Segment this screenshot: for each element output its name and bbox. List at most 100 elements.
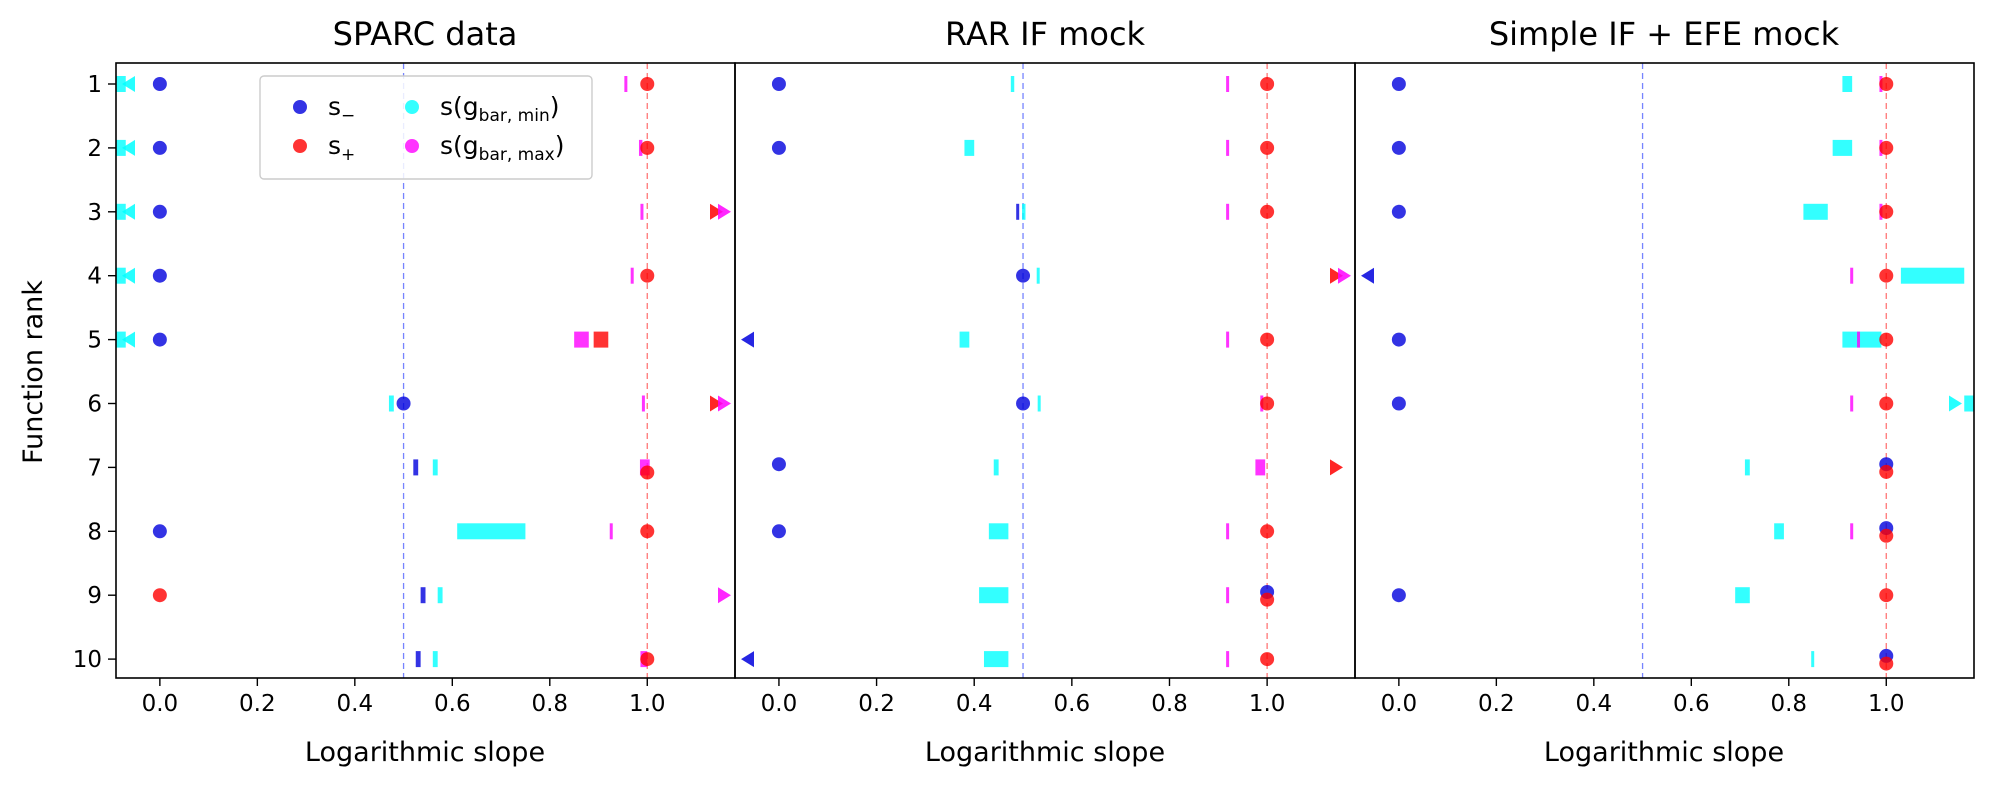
legend-box <box>259 75 593 180</box>
panel-1-sminus-range-rank-9 <box>420 587 426 604</box>
panel-2-s-plus-point-rank-6 <box>1260 396 1275 411</box>
panel-1-s-plus-point-rank-9 <box>152 588 167 603</box>
panel-3-s-plus-point-rank-4 <box>1879 268 1894 283</box>
y-axis-label: Function rank <box>18 280 49 464</box>
panel-1-offscale-marker-rank-3 <box>718 203 731 220</box>
panel-3: Simple IF + EFE mock 0.0 0.2 0.4 0.6 0.8 1.0 … <box>1354 15 1975 768</box>
panel-2-offscale-marker-rank-5 <box>741 331 754 348</box>
panel-1-gmax-range-rank-8 <box>609 523 613 540</box>
panel-2-gmax-range-rank-3 <box>1226 203 1230 220</box>
panel-1-gmin-range-rank-5 <box>116 331 126 348</box>
panel-1-gmin-range-rank-6 <box>388 395 394 412</box>
panel-2-s-plus-point-rank-10 <box>1260 652 1275 667</box>
y-tick-label: 1 <box>87 72 102 98</box>
panel-1-gmin-range-rank-3 <box>116 203 126 220</box>
panel-2-offscale-marker-rank-4 <box>1330 267 1343 284</box>
y-tick-label: 9 <box>87 583 102 609</box>
panel-1-splus-range-rank-5 <box>593 331 609 348</box>
panel-3-x-axis-label: Logarithmic slope <box>1544 737 1784 768</box>
panel-2-gmin-range-rank-8 <box>988 523 1009 540</box>
legend-label-s_minus: s− <box>328 92 355 126</box>
panel-3-gmax-range-rank-8 <box>1850 523 1854 540</box>
panel-2-s-minus-point-rank-6 <box>1016 396 1031 411</box>
panel-1-x-tick-label: 0.0 <box>142 691 179 717</box>
panel-1-x-axis-label: Logarithmic slope <box>305 737 545 768</box>
y-tick-label: 2 <box>87 136 102 162</box>
panel-2-x-tick-label: 0.8 <box>1151 691 1188 717</box>
panel-1-gmax-range-rank-4 <box>630 267 634 284</box>
panel-1-gmin-range-rank-8 <box>457 523 526 540</box>
panel-1-offscale-marker-rank-4 <box>122 267 135 284</box>
y-tick-label: 5 <box>87 328 102 354</box>
panel-1-gmax-range-rank-3 <box>640 203 644 220</box>
panel-3-gmin-range-rank-9 <box>1735 587 1750 604</box>
panel-1-gmax-range-rank-1 <box>624 76 628 92</box>
panel-2-gmin-range-rank-4 <box>1036 267 1040 284</box>
panel-2-s-plus-point-rank-2 <box>1260 140 1275 155</box>
panel-3-gmin-range-rank-5 <box>1842 331 1882 348</box>
legend-label-s_gmin: s(gbar, min) <box>440 92 560 126</box>
panel-1-s-plus-point-rank-1 <box>640 77 655 91</box>
panel-3-x-tick-label: 0.2 <box>1478 691 1515 717</box>
panel-3-x-tick-label: 1.0 <box>1868 691 1905 717</box>
panel-2-x-tick-label: 0.2 <box>858 691 895 717</box>
panel-1-s-minus-point-rank-3 <box>152 204 167 219</box>
panel-2-x-tick-label: 0.0 <box>761 691 798 717</box>
panel-1-offscale-marker-rank-3 <box>710 203 723 220</box>
panel-1-offscale-marker-rank-9 <box>718 587 731 604</box>
panel-1-s-plus-point-rank-8 <box>640 524 655 539</box>
panel-3-s-minus-point-rank-9 <box>1391 588 1406 603</box>
panel-3-s-plus-point-rank-2 <box>1879 140 1894 155</box>
panel-2-gmax-range-rank-5 <box>1226 331 1230 348</box>
panel-1: SPARC data 0.0 0.2 0.4 0.6 0.8 1.0 Logarithmi… <box>115 15 736 768</box>
panel-1-s-minus-point-rank-4 <box>152 268 167 283</box>
panel-3-gmax-range-rank-5 <box>1857 331 1861 348</box>
panel-3-s-minus-point-rank-3 <box>1391 204 1406 219</box>
legend: s− s+ s(gbar, min) s(gbar, max) <box>259 75 593 180</box>
panel-3-gmin-range-rank-1 <box>1842 76 1853 92</box>
panel-1-s-minus-point-rank-6 <box>396 396 411 411</box>
panel-3-s-plus-point-rank-9 <box>1879 588 1894 603</box>
panel-2-s-minus-point-rank-2 <box>771 140 786 155</box>
panel-1-x-tick-label: 0.6 <box>434 691 471 717</box>
panel-2-gmin-range-rank-3 <box>1022 203 1026 220</box>
panel-3-s-minus-point-rank-2 <box>1391 140 1406 155</box>
panel-2-s-plus-point-rank-9 <box>1260 592 1275 607</box>
panel-3-s-plus-point-rank-3 <box>1879 204 1894 219</box>
panel-2-gmin-range-rank-10 <box>983 651 1009 668</box>
panel-2-gmin-range-rank-7 <box>993 459 999 476</box>
panel-2-gmin-range-rank-5 <box>959 331 970 348</box>
panel-1-gmin-range-rank-1 <box>116 76 126 92</box>
legend-marker-s_plus <box>293 139 307 153</box>
panel-3-s-plus-point-rank-6 <box>1879 396 1894 411</box>
legend-marker-s_minus <box>293 100 307 114</box>
panel-1-x-tick-label: 1.0 <box>629 691 666 717</box>
panel-1-gmin-range-rank-9 <box>437 587 443 604</box>
panel-1-s-minus-point-rank-8 <box>152 524 167 539</box>
legend-marker-s_gmax <box>405 139 419 153</box>
panel-3-offscale-marker-rank-4 <box>1361 267 1374 284</box>
panel-3-gmin-range-rank-10 <box>1811 651 1815 668</box>
panel-1-offscale-marker-rank-2 <box>122 139 135 156</box>
panel-3-s-minus-point-rank-1 <box>1391 77 1406 91</box>
panel-1-x-tick-label: 0.8 <box>531 691 568 717</box>
panel-2-title: RAR IF mock <box>945 15 1146 53</box>
panel-2-sminus-range-rank-3 <box>1016 203 1020 220</box>
panel-3-title: Simple IF + EFE mock <box>1489 15 1840 53</box>
panel-3-x-tick-label: 0.0 <box>1381 691 1418 717</box>
y-tick-label: 10 <box>73 647 102 673</box>
panel-2-s-plus-point-rank-1 <box>1260 77 1275 91</box>
panel-2-s-plus-point-rank-3 <box>1260 204 1275 219</box>
panel-1-gmin-range-rank-10 <box>432 651 438 668</box>
panel-3-frame <box>1354 62 1975 679</box>
y-tick-label: 6 <box>87 392 102 418</box>
panel-3-gmin-range-rank-7 <box>1744 459 1750 476</box>
panel-2-offscale-marker-rank-7 <box>1330 459 1343 476</box>
panel-3-gmin-range-rank-3 <box>1803 203 1828 220</box>
panel-2-s-plus-point-rank-8 <box>1260 524 1275 539</box>
panel-2-gmax-range-rank-1 <box>1226 76 1230 92</box>
panel-3-gmax-range-rank-4 <box>1850 267 1854 284</box>
y-tick-label: 8 <box>87 519 102 545</box>
panel-1-s-minus-point-rank-1 <box>152 77 167 91</box>
